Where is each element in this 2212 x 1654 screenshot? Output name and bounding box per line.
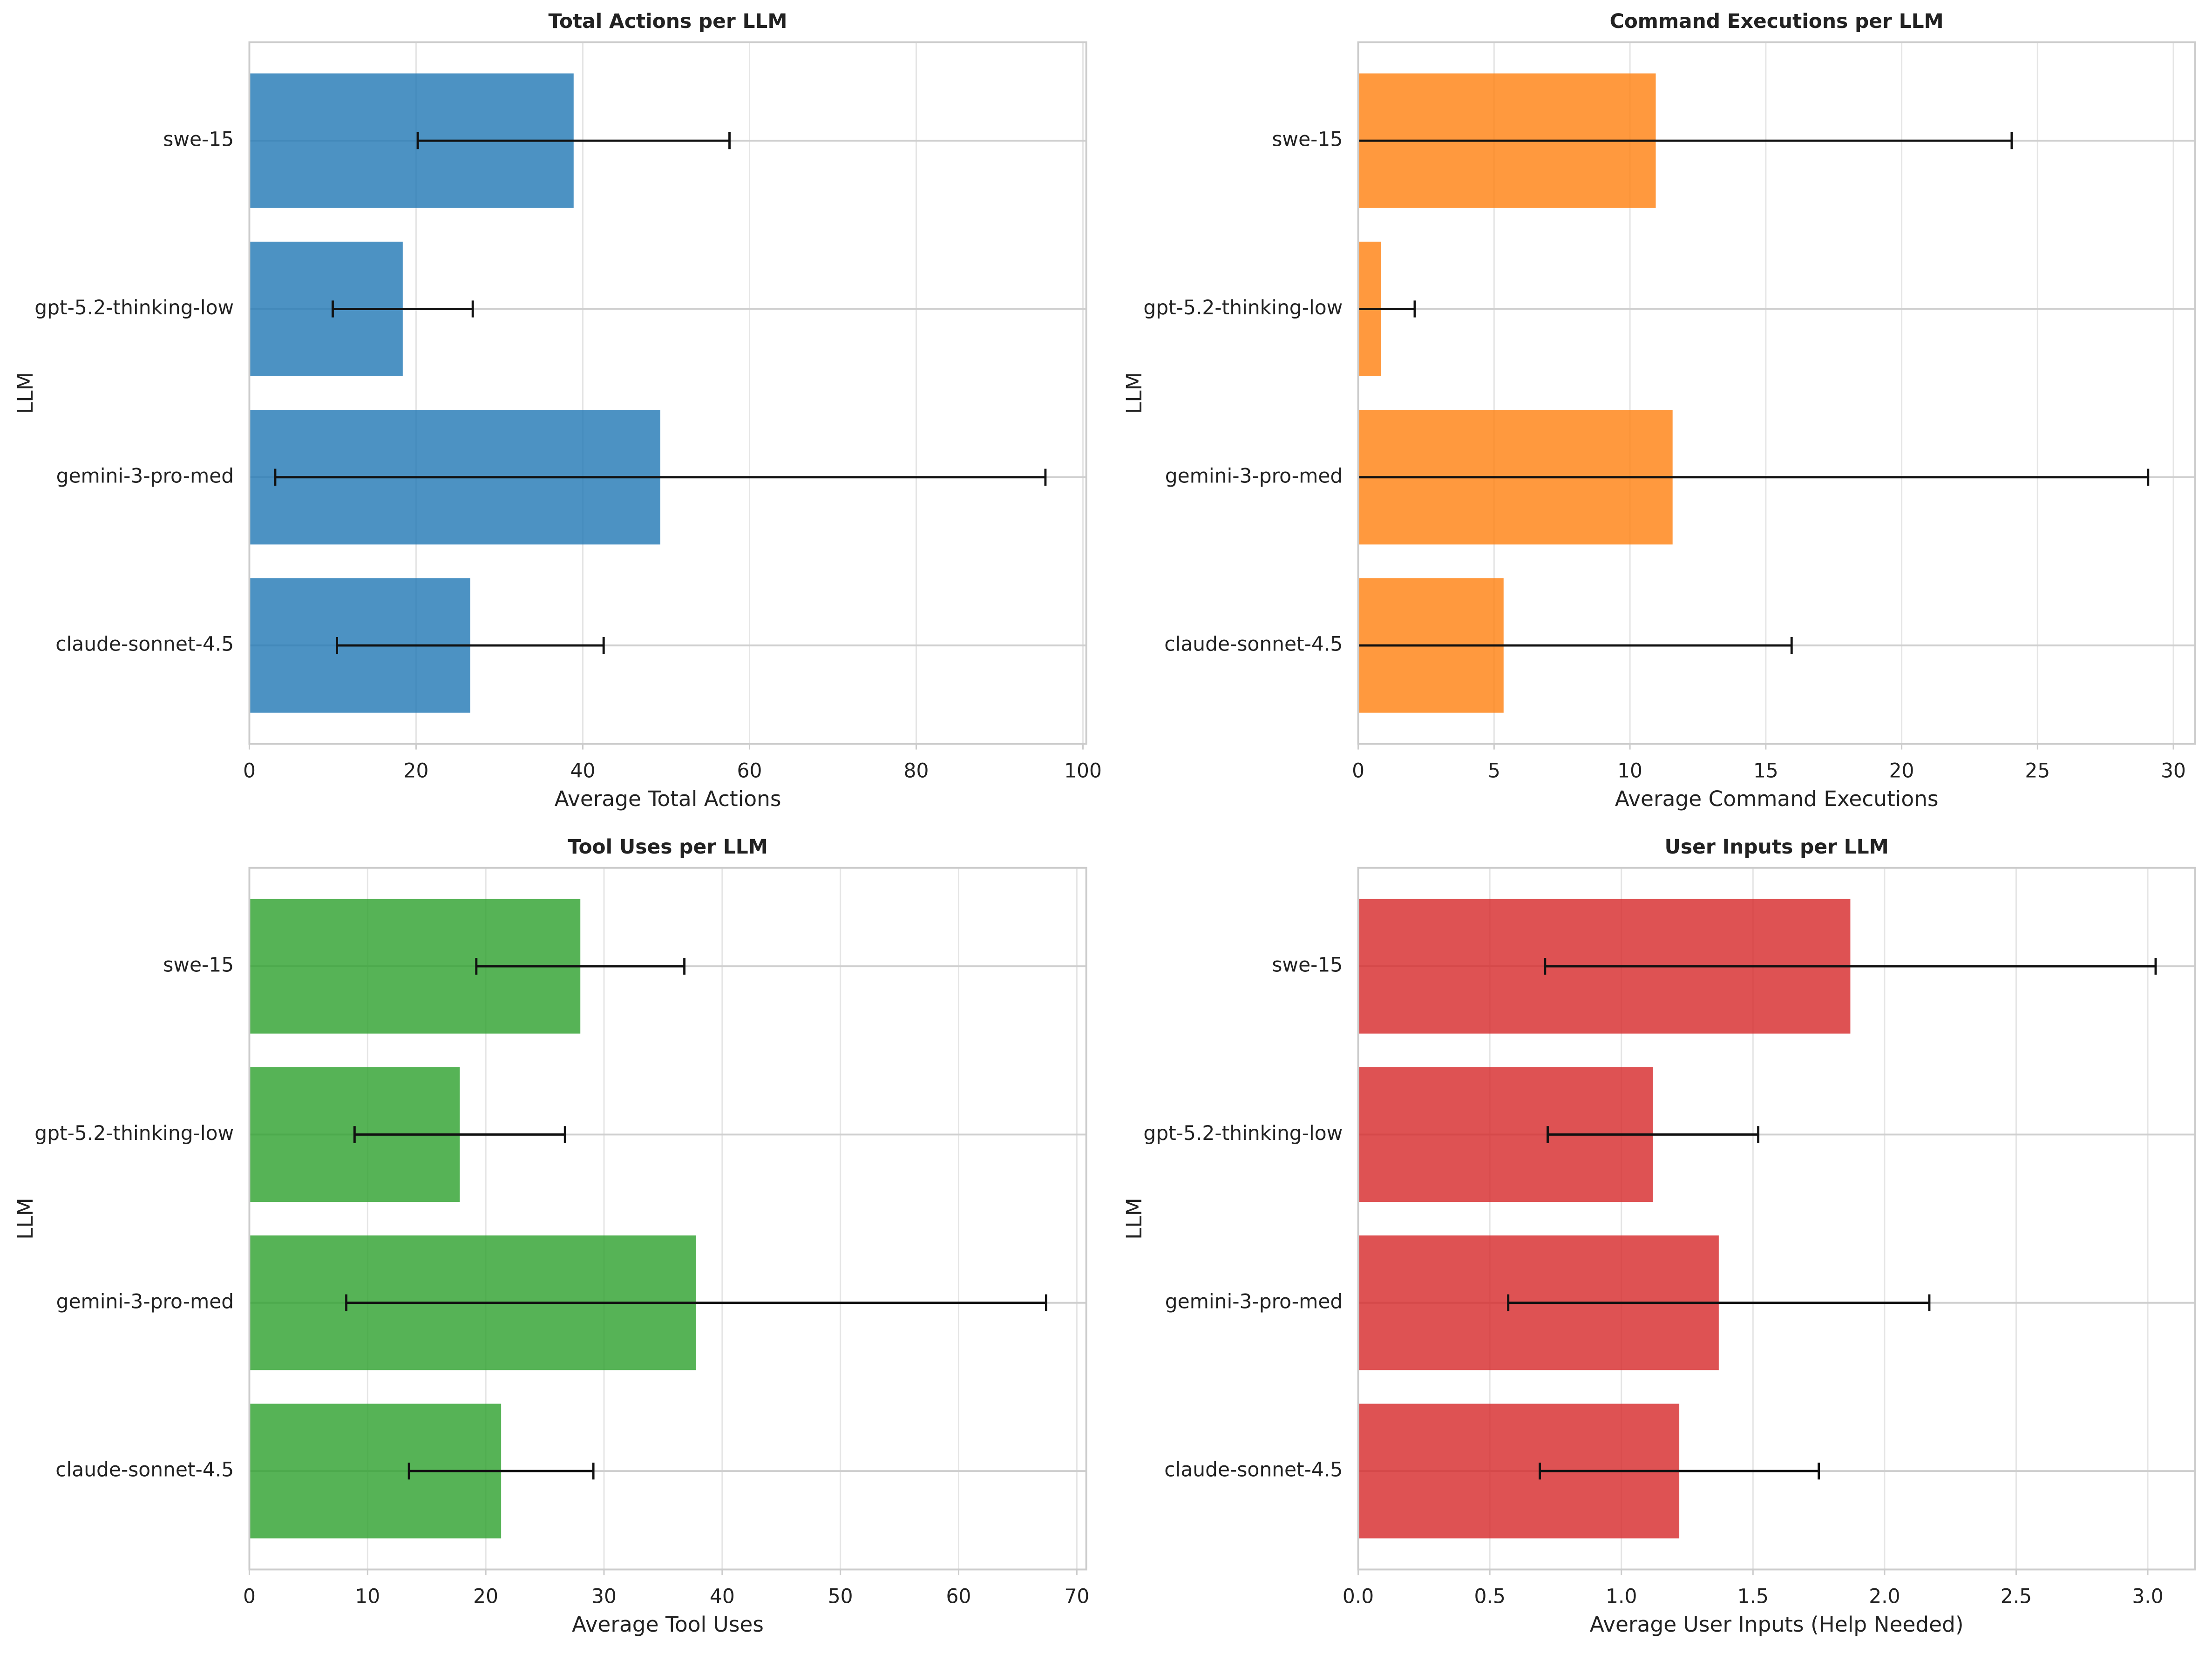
- error-bar: [1358, 132, 2013, 149]
- error-bar: [274, 468, 1047, 486]
- error-bar: [407, 1462, 595, 1480]
- x-axis-label: Average Command Executions: [1615, 786, 1939, 811]
- chart-title: Total Actions per LLM: [549, 10, 787, 33]
- y-tick-label: gemini-3-pro-med: [1165, 464, 1343, 487]
- y-tick-label: gpt-5.2-thinking-low: [1143, 1122, 1343, 1145]
- x-tick-label: 0: [1352, 759, 1364, 782]
- error-bar: [1358, 300, 1416, 318]
- error-bar: [345, 1294, 1047, 1311]
- plot-frame: [1357, 867, 2196, 1571]
- x-tick-label: 20: [1889, 759, 1914, 782]
- x-tick-label: 0: [243, 759, 256, 782]
- y-axis-label: LLM: [1122, 1198, 1147, 1240]
- y-tick-label: swe-15: [1272, 128, 1343, 151]
- x-tick-label: 100: [1064, 759, 1102, 782]
- y-axis-label: LLM: [13, 372, 38, 414]
- y-tick-label: gemini-3-pro-med: [1165, 1290, 1343, 1313]
- subplot: 0 5 10 15 20 25 30 claude-sonnet-4.5 gemini-3-pr…: [1122, 10, 2196, 811]
- error-bar: [1358, 468, 2150, 486]
- chart-title: User Inputs per LLM: [1665, 835, 1889, 858]
- error-bar: [1539, 1462, 1820, 1480]
- x-axis-label: Average Tool Uses: [572, 1612, 764, 1637]
- x-axis-label: Average Total Actions: [555, 786, 781, 811]
- x-tick-label: 1.5: [1737, 1585, 1769, 1607]
- y-tick-label: gpt-5.2-thinking-low: [1143, 296, 1343, 319]
- subplot: 0.0 0.5 1.0 1.5 2.0 2.5 3.0 claude-sonnet-4.5 ge…: [1122, 835, 2196, 1637]
- error-bar: [1544, 957, 2157, 975]
- plot-frame: [248, 41, 1087, 745]
- chart-title: Command Executions per LLM: [1610, 10, 1944, 33]
- error-bar: [1507, 1294, 1931, 1311]
- x-axis-label: Average User Inputs (Help Needed): [1590, 1612, 1964, 1637]
- y-tick-label: claude-sonnet-4.5: [1164, 633, 1343, 656]
- y-tick-label: claude-sonnet-4.5: [1164, 1458, 1343, 1481]
- x-tick-label: 3.0: [2132, 1585, 2163, 1607]
- y-axis-label: LLM: [1122, 372, 1147, 414]
- x-tick-label: 20: [473, 1585, 498, 1607]
- subplot: 0 20 40 60 80 100 claude-sonnet-4.5 gemini-3-pr…: [13, 10, 1102, 811]
- x-tick-label: 60: [946, 1585, 971, 1607]
- y-tick-label: swe-15: [1272, 954, 1343, 976]
- x-tick-label: 2.0: [1869, 1585, 1900, 1607]
- error-bar: [416, 132, 731, 149]
- x-tick-label: 15: [1753, 759, 1778, 782]
- x-tick-label: 10: [1617, 759, 1642, 782]
- x-tick-label: 1.0: [1606, 1585, 1637, 1607]
- subplot: 0 10 20 30 40 50 60 70 claude-sonnet-4.5 gemini-3…: [13, 835, 1089, 1637]
- error-bar: [1547, 1126, 1760, 1143]
- x-tick-label: 2.5: [2001, 1585, 2032, 1607]
- y-tick-label: gemini-3-pro-med: [56, 464, 234, 487]
- y-tick-label: claude-sonnet-4.5: [55, 1458, 234, 1481]
- y-tick-label: gpt-5.2-thinking-low: [34, 296, 234, 319]
- y-tick-label: swe-15: [163, 128, 234, 151]
- x-tick-label: 0: [243, 1585, 256, 1607]
- x-tick-label: 0.5: [1474, 1585, 1505, 1607]
- x-tick-label: 60: [737, 759, 762, 782]
- y-tick-label: gemini-3-pro-med: [56, 1290, 234, 1313]
- x-tick-label: 40: [570, 759, 596, 782]
- x-tick-label: 5: [1488, 759, 1500, 782]
- x-tick-label: 10: [355, 1585, 380, 1607]
- x-tick-label: 25: [2025, 759, 2050, 782]
- y-axis-label: LLM: [13, 1198, 38, 1240]
- y-tick-label: gpt-5.2-thinking-low: [34, 1122, 234, 1145]
- plot-frame: [248, 867, 1087, 1571]
- x-tick-label: 40: [710, 1585, 735, 1607]
- x-tick-label: 20: [404, 759, 429, 782]
- x-tick-label: 50: [828, 1585, 853, 1607]
- x-tick-label: 30: [2161, 759, 2186, 782]
- y-tick-label: claude-sonnet-4.5: [55, 633, 234, 656]
- x-tick-label: 80: [904, 759, 929, 782]
- x-tick-label: 30: [591, 1585, 617, 1607]
- error-bar: [475, 957, 686, 975]
- error-bar: [353, 1126, 566, 1143]
- error-bar: [1358, 637, 1793, 654]
- error-bar: [335, 637, 605, 654]
- y-tick-label: swe-15: [163, 954, 234, 976]
- chart-title: Tool Uses per LLM: [568, 835, 768, 858]
- x-tick-label: 70: [1064, 1585, 1089, 1607]
- error-bar: [332, 300, 474, 318]
- plot-frame: [1357, 41, 2196, 745]
- x-tick-label: 0.0: [1343, 1585, 1374, 1607]
